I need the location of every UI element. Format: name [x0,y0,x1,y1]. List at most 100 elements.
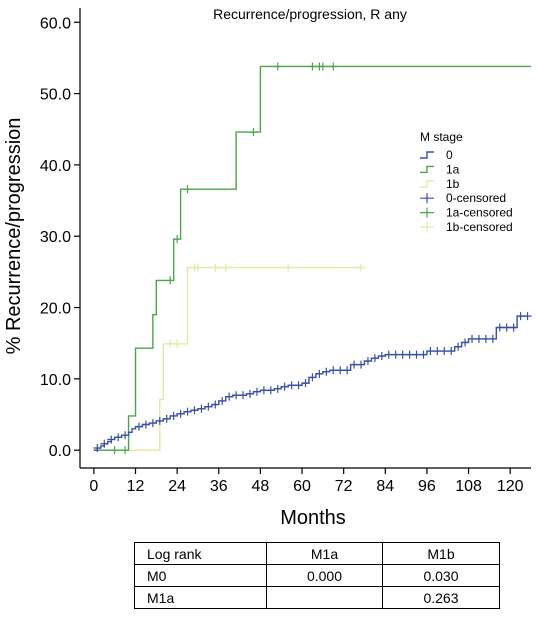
table-row: M0 0.000 0.030 [134,564,500,587]
censor-mark-0 [93,444,102,453]
censor-mark-0 [426,347,435,356]
censor-mark-1a [121,446,130,455]
censor-mark-0 [440,347,449,356]
series-layer [93,62,532,455]
table-cell [266,586,383,609]
censor-mark-0 [523,312,532,321]
censor-mark-0 [183,407,192,416]
censor-mark-0 [176,409,185,418]
censor-mark-0 [461,338,470,347]
table-cell: 0.000 [266,564,383,587]
censor-mark-0 [474,334,483,343]
table-header-cell: Log rank [134,542,267,565]
y-tick-label: 10.0 [40,372,71,389]
censor-mark-1b [166,339,175,348]
table-row: M1a 0.263 [134,586,500,609]
censor-mark-1a [110,446,119,455]
censor-mark-0 [495,323,504,332]
x-tick-label: 36 [210,478,228,495]
legend-swatch-1a [420,165,434,174]
censor-mark-0 [468,334,477,343]
table-header-cell: M1a [266,542,383,565]
x-tick-label: 12 [127,478,145,495]
censor-mark-0 [447,347,456,356]
censor-mark-1a [273,62,282,71]
censor-mark-0 [308,373,317,382]
censor-mark-0 [516,312,525,321]
table-cell: 0.263 [382,586,500,609]
censor-mark-0 [266,386,275,395]
x-tick-label: 120 [497,478,524,495]
table-cell: M1a [134,586,267,609]
censor-mark-0 [280,382,289,391]
censor-mark-0 [287,381,296,390]
censor-mark-0 [481,334,490,343]
censor-mark-0 [412,350,421,359]
table-cell: M0 [134,564,267,587]
censor-mark-0 [336,366,345,375]
y-tick-label: 60.0 [40,15,71,32]
chart-title: Recurrence/progression, R any [213,6,407,22]
censor-mark-0 [509,323,518,332]
censor-mark-0 [232,391,241,400]
censor-mark-0 [245,389,254,398]
censor-mark-0 [190,406,199,415]
censor-mark-1a [329,62,338,71]
series-1a-line [93,65,531,451]
censor-mark-1a [166,276,175,285]
censor-mark-0 [329,366,338,375]
censor-mark-0 [405,350,414,359]
series-1b-line [93,266,362,451]
censor-mark-0 [488,334,497,343]
censor-mark-0 [162,414,171,423]
censor-mark-1b [193,263,202,272]
censor-mark-0 [141,420,150,429]
censor-mark-0 [259,386,268,395]
x-axis-label: Months [280,507,346,529]
censor-mark-0 [218,396,227,405]
censor-mark-0 [301,379,310,388]
legend-swatch-0 [420,151,434,159]
y-axis-label: % Recurrence/progression [3,118,25,355]
y-tick-label: 30.0 [40,229,71,246]
censor-mark-0 [294,381,303,390]
censor-mark-0 [211,400,220,409]
table-header-row: Log rank M1a M1b [134,542,500,565]
table-cell: 0.030 [382,564,500,587]
x-tick-label: 60 [293,478,311,495]
censor-mark-0 [239,391,248,400]
legend-label: 1b-censored [446,220,513,234]
censor-mark-1a [183,185,192,194]
legend-label: 1b [446,177,460,191]
censor-mark-0 [377,352,386,361]
table-header-cell: M1b [382,542,500,565]
censor-mark-1b [211,263,220,272]
y-tick-label: 40.0 [40,158,71,175]
censor-mark-0 [454,342,463,351]
x-tick-label: 0 [89,478,98,495]
series-0-line [93,315,528,451]
censor-mark-0 [114,433,123,442]
censor-mark-1a [173,235,182,244]
censor-mark-0 [225,392,234,401]
censor-mark-0 [197,404,206,413]
censor-mark-1b [357,263,366,272]
censor-mark-0 [169,411,178,420]
censor-mark-0 [252,387,261,396]
censor-mark-1a [308,62,317,71]
y-tick-label: 20.0 [40,301,71,318]
legend-label: 1a-censored [446,206,513,220]
censor-mark-0 [315,369,324,378]
x-tick-label: 108 [455,478,482,495]
censor-mark-0 [398,350,407,359]
censor-mark-0 [419,350,428,359]
censor-mark-0 [134,422,143,431]
x-tick-label: 84 [376,478,394,495]
legend-swatch-1a-censored [420,207,434,218]
legend-swatch-0-censored [420,193,434,204]
censor-mark-0 [363,357,372,366]
legend-label: 0 [446,148,453,162]
y-tick-label: 0.0 [49,443,71,460]
censor-mark-0 [391,350,400,359]
x-tick-label: 96 [418,478,436,495]
